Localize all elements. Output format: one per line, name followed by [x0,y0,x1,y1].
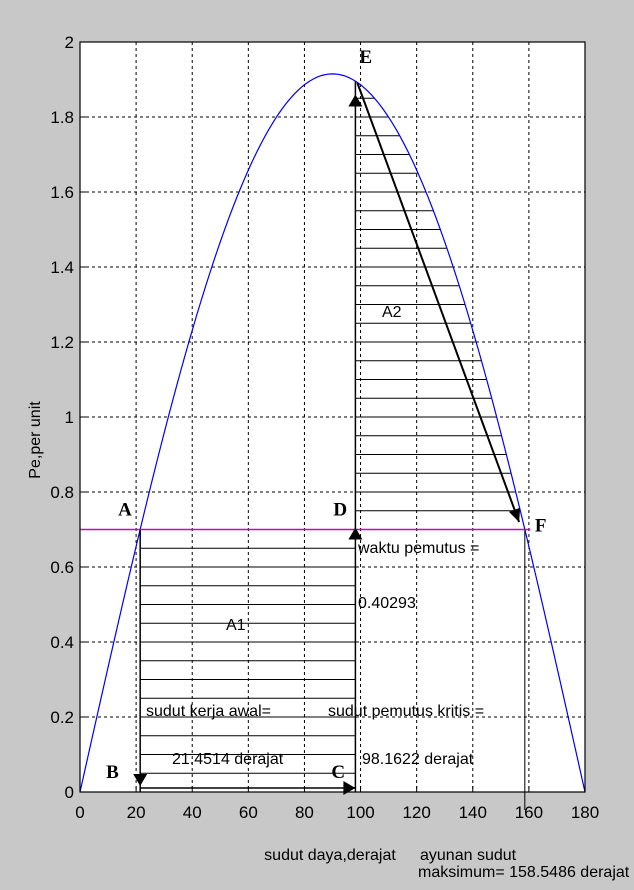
y-tick-label: 1 [65,408,74,427]
point-label-c: C [331,762,345,783]
arrow-a-to-b [133,774,148,786]
arrow-e-to-f [508,507,521,522]
y-tick-label: 2 [65,33,74,52]
annotation-sudut-kerja-value: 21.4514 derajat [172,751,284,768]
arrow-d-to-e [348,94,363,107]
power-curve-layer [79,73,586,793]
line-e-f [356,82,521,523]
y-tick-label: 1.4 [50,258,74,277]
arrow-c-to-d [348,527,363,540]
y-tick-label: 1.8 [50,108,74,127]
point-label-b: B [106,762,119,783]
area-label-a1: A1 [226,617,246,634]
annotation-waktu-pemutus-value: 0.40293 [358,595,416,612]
annotation-ayunan-label: ayunan sudut [420,847,517,864]
annotation-sudut-pemutus-label: sudut pemutus kritis = [328,703,484,720]
y-tick-label: 1.2 [50,333,74,352]
point-labels: A B C D E F [106,47,546,783]
x-tick-label: 100 [346,803,374,822]
construction-lines [80,81,531,810]
y-tick-label: 0.6 [50,558,74,577]
annotation-sudut-pemutus-value: 98.1622 derajat [362,751,474,768]
x-tick-label: 60 [239,803,258,822]
x-tick-label: 40 [183,803,202,822]
y-tick-label: 1.6 [50,183,74,202]
x-axis-label: sudut daya,derajat [264,847,396,864]
point-label-e: E [359,47,372,68]
y-tick-label: 0 [65,783,74,802]
grid [80,42,585,792]
annotation-ayunan-value: maksimum= 158.5486 derajat [418,864,630,881]
x-tick-label: 160 [515,803,543,822]
power-curve [79,73,586,793]
y-tick-label: 0.8 [50,483,74,502]
annotation-waktu-pemutus-label: waktu pemutus = [357,540,479,557]
y-axis-label: Pe,per unit [27,401,44,479]
x-tick-label: 180 [571,803,599,822]
point-label-f: F [535,516,547,537]
annotation-sudut-kerja-label: sudut kerja awal= [146,703,271,720]
x-tick-label: 20 [127,803,146,822]
y-tick-label: 0.2 [50,708,74,727]
x-tick-label: 0 [75,803,84,822]
point-label-a: A [118,500,132,521]
point-label-d: D [333,500,347,521]
x-tick-label: 120 [402,803,430,822]
ticks: 0 20 40 60 80 100 120 140 160 180 0 0.2 0.4 0.6 0.8 1 1.… [50,33,599,822]
x-tick-label: 80 [295,803,314,822]
x-tick-label: 140 [459,803,487,822]
hatch-areas [140,97,521,774]
y-tick-label: 0.4 [50,633,74,652]
area-label-a2: A2 [382,304,402,321]
